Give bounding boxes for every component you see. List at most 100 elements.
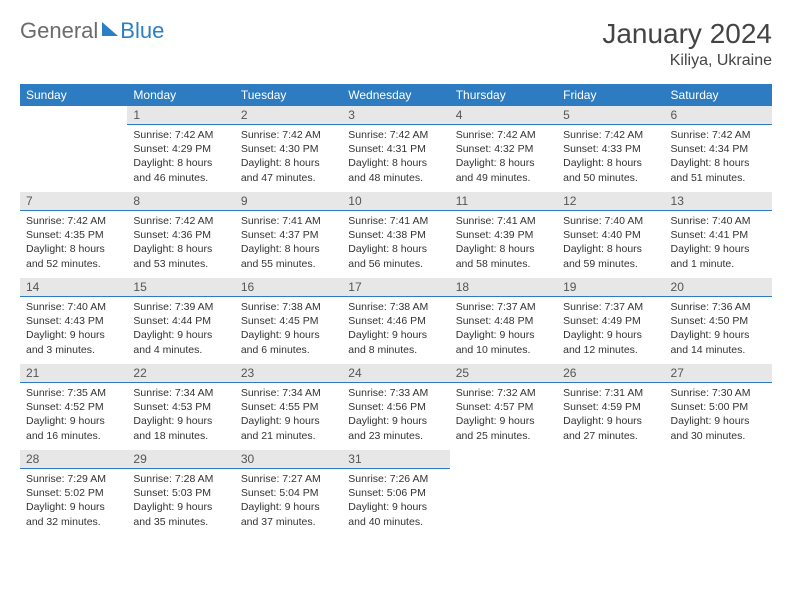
day-number: 20 (665, 278, 772, 297)
daylight-text-2: and 23 minutes. (348, 429, 443, 443)
day-body: Sunrise: 7:42 AMSunset: 4:29 PMDaylight:… (127, 125, 234, 188)
day-body: Sunrise: 7:32 AMSunset: 4:57 PMDaylight:… (450, 383, 557, 446)
sunset-text: Sunset: 4:40 PM (563, 228, 658, 242)
calendar-cell: 11Sunrise: 7:41 AMSunset: 4:39 PMDayligh… (450, 192, 557, 278)
sunset-text: Sunset: 4:32 PM (456, 142, 551, 156)
daylight-text-1: Daylight: 9 hours (26, 500, 121, 514)
sunrise-text: Sunrise: 7:42 AM (348, 128, 443, 142)
day-body: Sunrise: 7:41 AMSunset: 4:38 PMDaylight:… (342, 211, 449, 274)
calendar-cell (665, 450, 772, 536)
sunrise-text: Sunrise: 7:42 AM (241, 128, 336, 142)
sunrise-text: Sunrise: 7:41 AM (241, 214, 336, 228)
day-body: Sunrise: 7:42 AMSunset: 4:34 PMDaylight:… (665, 125, 772, 188)
day-number: 15 (127, 278, 234, 297)
daylight-text-1: Daylight: 8 hours (456, 242, 551, 256)
daylight-text-2: and 25 minutes. (456, 429, 551, 443)
sunrise-text: Sunrise: 7:42 AM (26, 214, 121, 228)
day-number: 5 (557, 106, 664, 125)
calendar-table: SundayMondayTuesdayWednesdayThursdayFrid… (20, 84, 772, 536)
sunset-text: Sunset: 4:30 PM (241, 142, 336, 156)
sunrise-text: Sunrise: 7:35 AM (26, 386, 121, 400)
calendar-week: 28Sunrise: 7:29 AMSunset: 5:02 PMDayligh… (20, 450, 772, 536)
day-body: Sunrise: 7:33 AMSunset: 4:56 PMDaylight:… (342, 383, 449, 446)
daylight-text-2: and 6 minutes. (241, 343, 336, 357)
sunrise-text: Sunrise: 7:38 AM (348, 300, 443, 314)
calendar-cell: 24Sunrise: 7:33 AMSunset: 4:56 PMDayligh… (342, 364, 449, 450)
sunset-text: Sunset: 4:46 PM (348, 314, 443, 328)
sunset-text: Sunset: 4:34 PM (671, 142, 766, 156)
calendar-page: General Blue January 2024 Kiliya, Ukrain… (0, 0, 792, 554)
weekday-header: Friday (557, 84, 664, 106)
sunrise-text: Sunrise: 7:32 AM (456, 386, 551, 400)
weekday-header: Monday (127, 84, 234, 106)
day-body: Sunrise: 7:40 AMSunset: 4:41 PMDaylight:… (665, 211, 772, 274)
day-number: 16 (235, 278, 342, 297)
logo-text-general: General (20, 18, 98, 44)
daylight-text-2: and 47 minutes. (241, 171, 336, 185)
sunrise-text: Sunrise: 7:26 AM (348, 472, 443, 486)
calendar-cell: 10Sunrise: 7:41 AMSunset: 4:38 PMDayligh… (342, 192, 449, 278)
sunrise-text: Sunrise: 7:27 AM (241, 472, 336, 486)
daylight-text-2: and 18 minutes. (133, 429, 228, 443)
sunset-text: Sunset: 4:41 PM (671, 228, 766, 242)
sunrise-text: Sunrise: 7:42 AM (133, 128, 228, 142)
day-number: 2 (235, 106, 342, 125)
calendar-cell: 31Sunrise: 7:26 AMSunset: 5:06 PMDayligh… (342, 450, 449, 536)
day-number: 23 (235, 364, 342, 383)
daylight-text-1: Daylight: 8 hours (348, 156, 443, 170)
logo: General Blue (20, 18, 164, 44)
day-body: Sunrise: 7:42 AMSunset: 4:32 PMDaylight:… (450, 125, 557, 188)
calendar-cell: 3Sunrise: 7:42 AMSunset: 4:31 PMDaylight… (342, 106, 449, 192)
daylight-text-2: and 53 minutes. (133, 257, 228, 271)
day-body: Sunrise: 7:42 AMSunset: 4:31 PMDaylight:… (342, 125, 449, 188)
sunset-text: Sunset: 4:38 PM (348, 228, 443, 242)
calendar-cell: 13Sunrise: 7:40 AMSunset: 4:41 PMDayligh… (665, 192, 772, 278)
sunset-text: Sunset: 4:39 PM (456, 228, 551, 242)
calendar-week: 14Sunrise: 7:40 AMSunset: 4:43 PMDayligh… (20, 278, 772, 364)
day-body: Sunrise: 7:40 AMSunset: 4:40 PMDaylight:… (557, 211, 664, 274)
weekday-header: Saturday (665, 84, 772, 106)
daylight-text-2: and 51 minutes. (671, 171, 766, 185)
calendar-week: 1Sunrise: 7:42 AMSunset: 4:29 PMDaylight… (20, 106, 772, 192)
daylight-text-1: Daylight: 9 hours (26, 328, 121, 342)
sunset-text: Sunset: 4:59 PM (563, 400, 658, 414)
daylight-text-2: and 58 minutes. (456, 257, 551, 271)
sunset-text: Sunset: 4:52 PM (26, 400, 121, 414)
daylight-text-2: and 10 minutes. (456, 343, 551, 357)
daylight-text-2: and 30 minutes. (671, 429, 766, 443)
day-body: Sunrise: 7:27 AMSunset: 5:04 PMDaylight:… (235, 469, 342, 532)
daylight-text-1: Daylight: 9 hours (241, 328, 336, 342)
day-body: Sunrise: 7:34 AMSunset: 4:55 PMDaylight:… (235, 383, 342, 446)
day-number: 7 (20, 192, 127, 211)
daylight-text-2: and 49 minutes. (456, 171, 551, 185)
daylight-text-2: and 21 minutes. (241, 429, 336, 443)
sunrise-text: Sunrise: 7:41 AM (348, 214, 443, 228)
daylight-text-1: Daylight: 9 hours (348, 414, 443, 428)
weekday-header: Sunday (20, 84, 127, 106)
sunrise-text: Sunrise: 7:34 AM (133, 386, 228, 400)
day-number: 27 (665, 364, 772, 383)
calendar-cell: 9Sunrise: 7:41 AMSunset: 4:37 PMDaylight… (235, 192, 342, 278)
sunset-text: Sunset: 4:35 PM (26, 228, 121, 242)
sunset-text: Sunset: 4:29 PM (133, 142, 228, 156)
calendar-cell: 22Sunrise: 7:34 AMSunset: 4:53 PMDayligh… (127, 364, 234, 450)
daylight-text-1: Daylight: 9 hours (563, 414, 658, 428)
sunset-text: Sunset: 4:31 PM (348, 142, 443, 156)
calendar-cell (450, 450, 557, 536)
calendar-cell: 15Sunrise: 7:39 AMSunset: 4:44 PMDayligh… (127, 278, 234, 364)
calendar-cell: 12Sunrise: 7:40 AMSunset: 4:40 PMDayligh… (557, 192, 664, 278)
daylight-text-1: Daylight: 8 hours (563, 242, 658, 256)
daylight-text-1: Daylight: 8 hours (241, 156, 336, 170)
day-number: 25 (450, 364, 557, 383)
sunset-text: Sunset: 4:44 PM (133, 314, 228, 328)
calendar-cell: 30Sunrise: 7:27 AMSunset: 5:04 PMDayligh… (235, 450, 342, 536)
sunrise-text: Sunrise: 7:39 AM (133, 300, 228, 314)
sunset-text: Sunset: 5:02 PM (26, 486, 121, 500)
day-number: 6 (665, 106, 772, 125)
sunrise-text: Sunrise: 7:42 AM (133, 214, 228, 228)
daylight-text-2: and 52 minutes. (26, 257, 121, 271)
daylight-text-2: and 27 minutes. (563, 429, 658, 443)
day-body: Sunrise: 7:38 AMSunset: 4:45 PMDaylight:… (235, 297, 342, 360)
day-body: Sunrise: 7:35 AMSunset: 4:52 PMDaylight:… (20, 383, 127, 446)
calendar-cell: 23Sunrise: 7:34 AMSunset: 4:55 PMDayligh… (235, 364, 342, 450)
